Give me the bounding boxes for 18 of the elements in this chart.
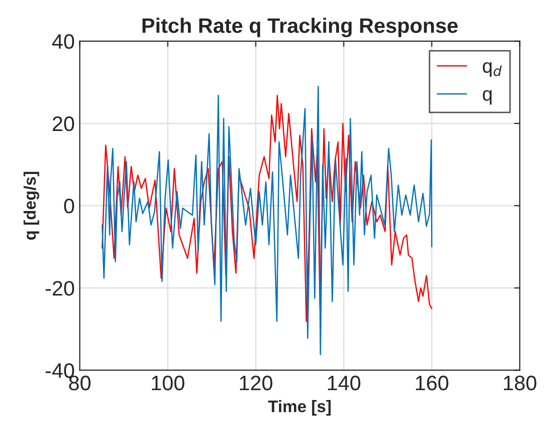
- y-tick-label: 20: [52, 116, 74, 132]
- x-tick-label: 100: [152, 376, 184, 390]
- legend-label: q$_{d}$: [482, 62, 502, 77]
- x-axis-title: Time [s]: [268, 400, 331, 416]
- line-series: [102, 86, 432, 356]
- y-tick-label: 0: [64, 198, 74, 214]
- line-series: [102, 94, 432, 322]
- x-tick-label: 80: [69, 376, 91, 390]
- y-tick-label: -20: [46, 280, 74, 296]
- x-tick-label: 160: [416, 376, 448, 390]
- y-axis-title: q [deg/s]: [24, 172, 40, 240]
- y-tick-label: -40: [46, 363, 74, 378]
- chart-title: Pitch Rate q Tracking Response: [142, 18, 458, 38]
- x-tick-label: 140: [328, 376, 360, 390]
- x-tick-label: 120: [240, 376, 272, 390]
- y-tick-label: 40: [52, 34, 74, 49]
- legend-label: q: [482, 90, 492, 105]
- x-tick-label: 180: [504, 376, 536, 390]
